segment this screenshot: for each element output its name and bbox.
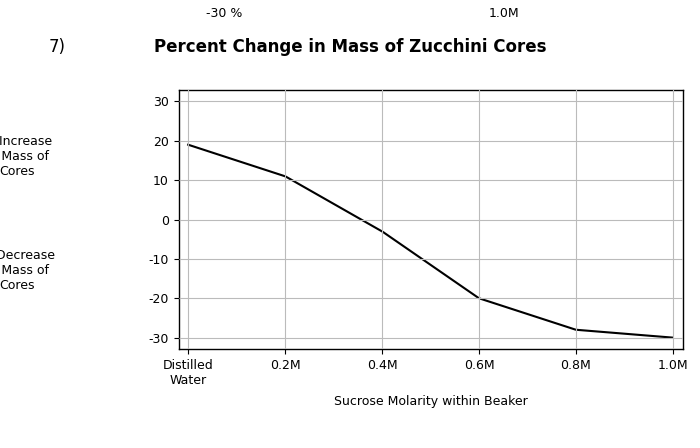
Text: Percent Change in Mass of Zucchini Cores: Percent Change in Mass of Zucchini Cores [154, 38, 546, 56]
Text: % Decrease
in Mass of
Cores: % Decrease in Mass of Cores [0, 249, 55, 292]
X-axis label: Sucrose Molarity within Beaker: Sucrose Molarity within Beaker [334, 396, 527, 409]
Text: -30 %: -30 % [206, 7, 242, 20]
Text: % Increase
in Mass of
Cores: % Increase in Mass of Cores [0, 135, 52, 178]
Text: 1.0M: 1.0M [489, 7, 519, 20]
Text: 7): 7) [49, 38, 66, 56]
